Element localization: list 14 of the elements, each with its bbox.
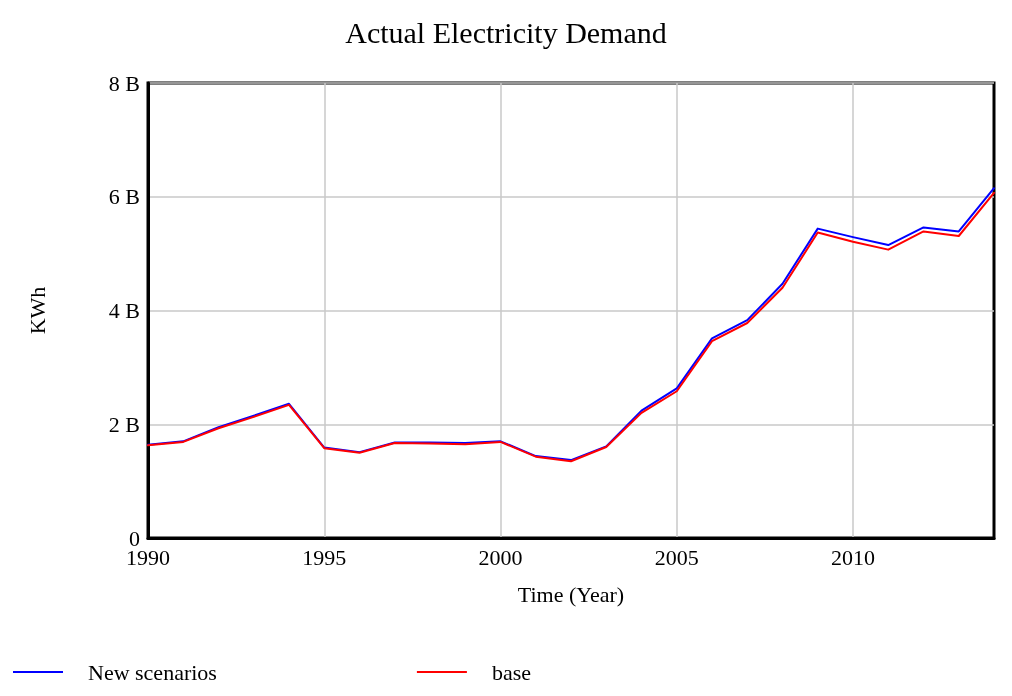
y-tick-label: 0: [129, 525, 140, 551]
y-tick-label: 2 B: [108, 411, 140, 437]
y-tick-label: 4 B: [108, 298, 140, 323]
legend-label: New scenarios: [88, 659, 217, 685]
legend-label: base: [491, 659, 531, 685]
y-tick-label: 6 B: [108, 184, 140, 210]
x-tick-label: 1995: [302, 544, 347, 570]
y-axis-title: KWh: [24, 286, 50, 335]
x-tick-label: 2010: [831, 544, 875, 570]
chart-title: Actual Electricity Demand: [345, 15, 667, 49]
x-tick-label: 2000: [478, 544, 523, 570]
x-axis-title: Time (Year): [517, 581, 625, 607]
x-tick-label: 2005: [654, 544, 699, 570]
y-tick-label: 8 B: [108, 70, 140, 96]
